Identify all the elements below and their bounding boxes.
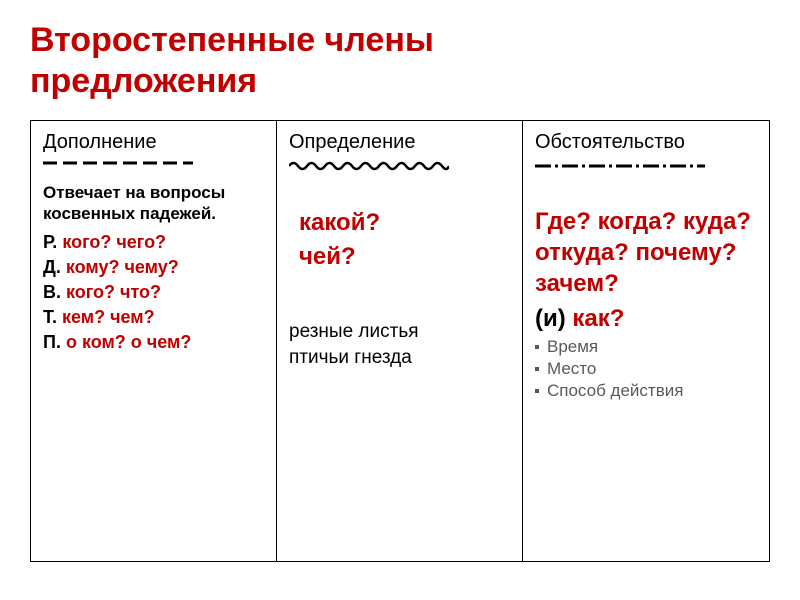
col2-question: какой? xyxy=(299,209,510,237)
bullet-item: Способ действия xyxy=(535,381,757,401)
col2-question: чей? xyxy=(299,243,510,271)
case-question: кому? чему? xyxy=(66,257,179,277)
bullet-item: Время xyxy=(535,337,757,357)
case-letter: Т. xyxy=(43,307,57,327)
col3-paren: (и) как? xyxy=(535,305,757,333)
col3-header: Обстоятельство xyxy=(535,131,757,154)
col-obstoyatelstvo: Обстоятельство Где? когда? куда? откуда?… xyxy=(523,121,769,561)
case-question: кого? что? xyxy=(66,282,161,302)
bullet-text: Время xyxy=(547,337,598,357)
case-row: Т. кем? чем? xyxy=(43,307,264,328)
paren-right: как? xyxy=(572,305,624,332)
case-letter: В. xyxy=(43,282,61,302)
case-question: кем? чем? xyxy=(62,307,155,327)
slide-title: Второстепенные члены предложения xyxy=(30,20,770,102)
case-row: Д. кому? чему? xyxy=(43,257,264,278)
case-row: П. о ком? о чем? xyxy=(43,332,264,353)
wavy-underline-icon xyxy=(289,158,510,179)
col3-questions: Где? когда? куда? откуда? почему? зачем? xyxy=(535,206,757,300)
col1-header: Дополнение xyxy=(43,131,264,154)
bullet-icon xyxy=(535,389,539,393)
case-question: о ком? о чем? xyxy=(66,332,191,352)
col-opredelenie: Определение какой? чей? резные листья пт… xyxy=(277,121,523,561)
bullet-text: Способ действия xyxy=(547,381,683,401)
col-dopolnenie: Дополнение Отвечает на вопросы косвенных… xyxy=(31,121,277,561)
content-table: Дополнение Отвечает на вопросы косвенных… xyxy=(30,120,770,562)
case-letter: Р. xyxy=(43,232,57,252)
case-row: Р. кого? чего? xyxy=(43,232,264,253)
dashed-underline-icon xyxy=(43,158,264,168)
col2-header: Определение xyxy=(289,131,510,154)
col2-example: резные листья xyxy=(289,321,510,343)
case-letter: П. xyxy=(43,332,61,352)
bullet-item: Место xyxy=(535,359,757,379)
bullet-icon xyxy=(535,367,539,371)
bullet-icon xyxy=(535,345,539,349)
paren-left: (и) xyxy=(535,305,566,332)
col1-lead: Отвечает на вопросы косвенных падежей. xyxy=(43,182,264,225)
bullet-text: Место xyxy=(547,359,596,379)
col2-example: птичьи гнезда xyxy=(289,347,510,369)
dashdot-underline-icon xyxy=(535,158,757,176)
case-letter: Д. xyxy=(43,257,61,277)
title-line1: Второстепенные члены xyxy=(30,21,434,59)
case-question: кого? чего? xyxy=(62,232,166,252)
case-row: В. кого? что? xyxy=(43,282,264,303)
title-line2: предложения xyxy=(30,62,257,100)
